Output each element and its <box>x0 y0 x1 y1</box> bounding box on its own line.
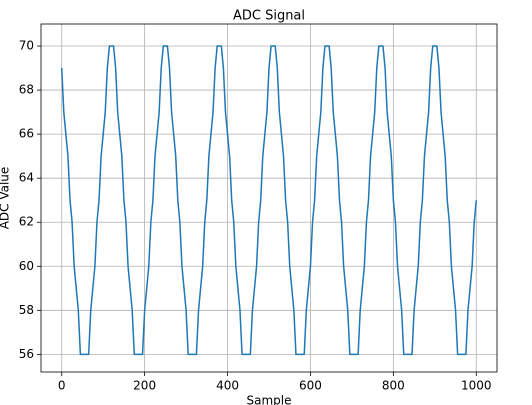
series-line <box>60 45 478 356</box>
y-tick-label: 68 <box>19 83 34 97</box>
x-tick-label: 200 <box>133 379 156 393</box>
y-tick-label: 60 <box>19 259 34 273</box>
y-tick-label: 62 <box>19 215 34 229</box>
y-tick-label: 70 <box>19 39 34 53</box>
x-tick-label: 0 <box>58 379 66 393</box>
x-tick-label: 600 <box>299 379 322 393</box>
y-tick-label: 56 <box>19 347 34 361</box>
x-tick-label: 400 <box>216 379 239 393</box>
y-tick-label: 64 <box>19 171 34 185</box>
x-tick-label: 1000 <box>461 379 492 393</box>
x-axis-label: Sample <box>247 394 292 405</box>
y-tick-label: 66 <box>19 127 34 141</box>
x-tick-label: 800 <box>382 379 405 393</box>
chart-title: ADC Signal <box>233 9 305 24</box>
y-axis-label: ADC Value <box>0 167 12 230</box>
plot-frame <box>40 23 498 373</box>
y-tick-label: 58 <box>19 303 34 317</box>
